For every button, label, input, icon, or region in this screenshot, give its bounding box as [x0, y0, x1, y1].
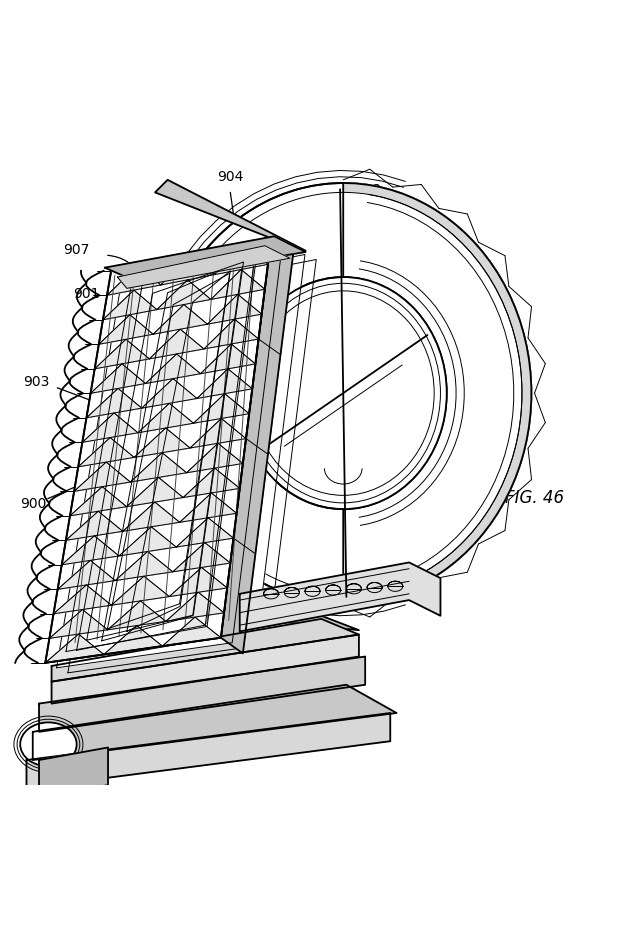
Polygon shape	[39, 748, 108, 798]
Text: 905: 905	[402, 208, 428, 222]
Polygon shape	[138, 404, 193, 433]
Polygon shape	[211, 270, 265, 300]
Polygon shape	[343, 184, 531, 603]
Polygon shape	[155, 180, 306, 251]
Polygon shape	[94, 340, 149, 369]
Polygon shape	[146, 355, 200, 384]
Polygon shape	[163, 617, 221, 647]
Polygon shape	[169, 567, 227, 597]
Polygon shape	[117, 246, 290, 289]
Polygon shape	[107, 266, 161, 296]
Polygon shape	[183, 468, 240, 498]
Polygon shape	[86, 389, 142, 418]
Polygon shape	[52, 635, 359, 704]
Polygon shape	[214, 245, 268, 276]
Text: FIG. 46: FIG. 46	[505, 488, 564, 506]
Polygon shape	[204, 320, 258, 349]
Polygon shape	[54, 585, 112, 615]
Polygon shape	[83, 413, 138, 443]
Polygon shape	[45, 634, 104, 663]
Polygon shape	[166, 593, 224, 622]
Polygon shape	[161, 256, 214, 286]
Polygon shape	[26, 714, 390, 788]
Polygon shape	[207, 295, 261, 325]
Polygon shape	[66, 512, 123, 541]
Polygon shape	[52, 619, 359, 682]
Polygon shape	[108, 601, 166, 631]
Polygon shape	[112, 577, 169, 605]
Polygon shape	[142, 379, 197, 409]
Polygon shape	[240, 563, 440, 632]
Polygon shape	[33, 685, 396, 760]
Polygon shape	[186, 444, 243, 473]
Polygon shape	[180, 494, 237, 523]
Polygon shape	[70, 487, 127, 516]
Polygon shape	[78, 438, 134, 467]
Polygon shape	[221, 240, 293, 653]
Polygon shape	[153, 305, 207, 335]
Polygon shape	[119, 527, 176, 556]
Polygon shape	[49, 610, 108, 639]
Polygon shape	[104, 626, 163, 655]
Polygon shape	[197, 369, 252, 399]
Text: 907: 907	[64, 243, 90, 257]
Polygon shape	[45, 240, 271, 663]
Polygon shape	[134, 429, 190, 458]
Polygon shape	[157, 280, 211, 311]
Polygon shape	[91, 364, 146, 394]
Ellipse shape	[20, 722, 77, 767]
Polygon shape	[176, 518, 234, 548]
Polygon shape	[79, 255, 305, 678]
Polygon shape	[62, 536, 119, 565]
Polygon shape	[190, 419, 246, 448]
Text: 900: 900	[20, 497, 47, 511]
Polygon shape	[149, 329, 204, 360]
Polygon shape	[103, 291, 157, 320]
Polygon shape	[99, 315, 153, 345]
Polygon shape	[155, 594, 359, 631]
Polygon shape	[123, 502, 180, 531]
Polygon shape	[74, 463, 130, 492]
Text: 903: 903	[23, 374, 49, 388]
Polygon shape	[127, 478, 183, 507]
Text: 902: 902	[355, 183, 382, 197]
Polygon shape	[105, 237, 306, 281]
Ellipse shape	[164, 194, 522, 594]
Polygon shape	[115, 552, 173, 581]
Ellipse shape	[155, 184, 531, 603]
Polygon shape	[57, 561, 115, 590]
Polygon shape	[39, 657, 365, 732]
Polygon shape	[173, 543, 231, 572]
Text: 904: 904	[217, 170, 244, 184]
Ellipse shape	[240, 278, 447, 510]
Polygon shape	[193, 395, 249, 424]
Polygon shape	[68, 250, 294, 673]
Text: 906: 906	[173, 718, 200, 733]
Polygon shape	[200, 345, 255, 375]
Text: 901: 901	[73, 286, 100, 300]
Polygon shape	[130, 453, 186, 482]
Polygon shape	[57, 245, 282, 668]
